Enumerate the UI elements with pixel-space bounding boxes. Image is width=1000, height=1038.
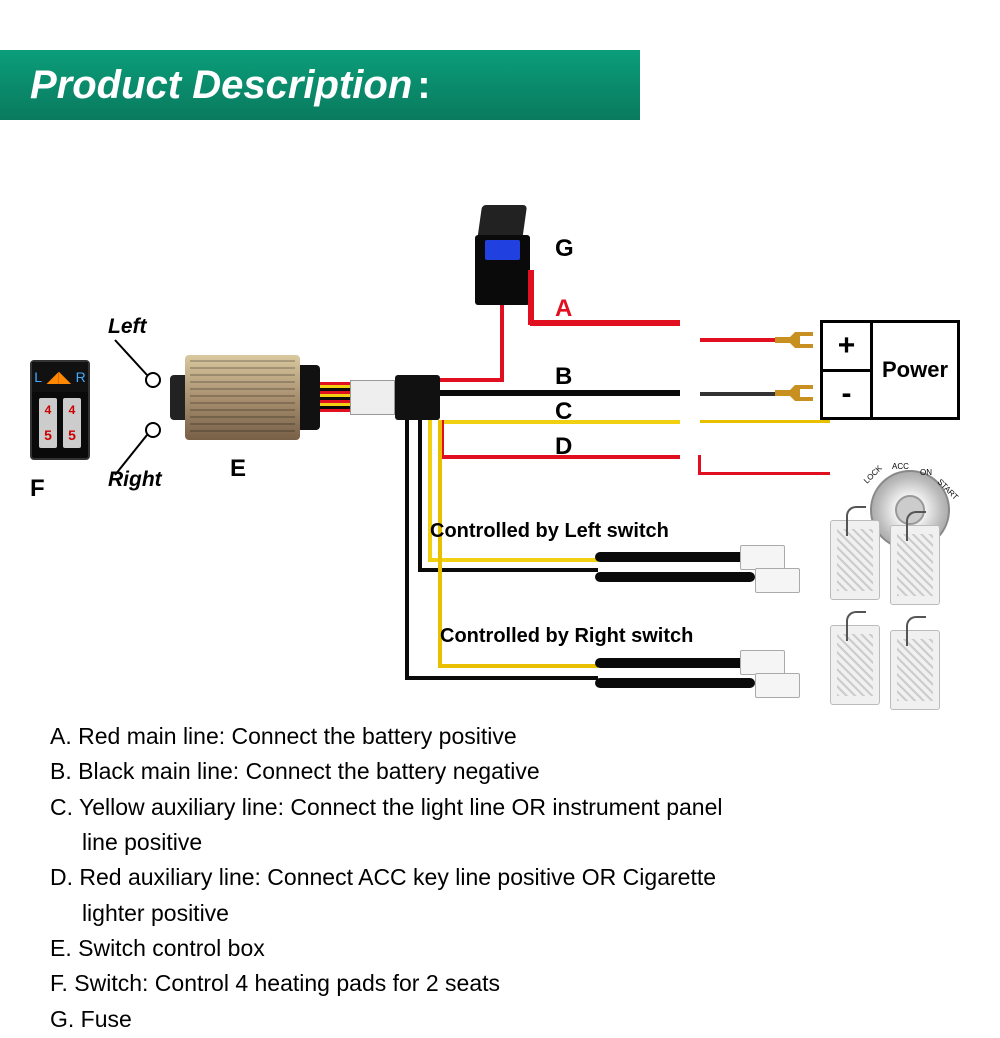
wire-right-yellow-h [438,664,598,668]
legend-B: B. Black main line: Connect the battery … [50,755,950,788]
wire-to-fuse [500,305,504,380]
legend-D: D. Red auxiliary line: Connect ACC key l… [50,861,950,894]
switch-top-row: L ◢◣ R [32,362,88,392]
connector-right-2 [755,673,800,698]
terminal-B [775,383,815,403]
wire-A-v [528,270,534,325]
connector-right-1 [740,650,785,675]
legend-D2: lighter positive [50,897,950,930]
ign-on: ON [920,468,932,477]
power-polarity-col: + - [823,323,873,417]
wire-left-black-v [418,420,422,570]
hub-connector [350,380,395,415]
label-ctrl-right: Controlled by Right switch [440,625,693,648]
switch-digits: 4 5 4 5 [32,392,88,454]
label-ctrl-left: Controlled by Left switch [430,520,669,543]
connector-left-1 [740,545,785,570]
cable-right-1 [595,658,745,668]
legend-C2: line positive [50,826,950,859]
power-minus: - [823,372,873,418]
label-C: C [555,398,572,426]
control-box [185,355,300,440]
wire-B-thin [700,392,780,396]
power-plus: + [823,323,873,372]
legend-E: E. Switch control box [50,932,950,965]
cable-right-2 [595,678,755,688]
label-A: A [555,295,572,323]
label-G: G [555,235,574,263]
fuse-element [485,240,520,260]
wire-left-black-h [418,568,598,572]
header-colon: : [417,63,430,108]
wire-bundle [320,382,350,412]
legend-G: G. Fuse [50,1003,950,1036]
legend-C: C. Yellow auxiliary line: Connect the li… [50,791,950,824]
header-title: Product Description [30,63,412,108]
seat-icon: ◢◣ [47,367,72,387]
ign-acc: ACC [892,462,909,471]
legend-A: A. Red main line: Connect the battery po… [50,720,950,753]
wire-right-black-h [405,676,598,680]
terminal-A [775,330,815,350]
power-label: Power [873,323,957,417]
label-F: F [30,475,45,503]
hub-junction [395,375,440,420]
wire-C-thin [700,420,830,423]
wire-left-yellow-h [428,558,598,562]
label-right: Right [108,468,162,492]
label-B: B [555,363,572,391]
wire-D-step [698,455,701,475]
power-box: + - Power [820,320,960,420]
fuse-holder [475,235,530,305]
wire-right-black-v [405,420,409,678]
label-D: D [555,433,572,461]
header-banner: Product Description : [0,50,640,120]
label-left: Left [108,315,147,339]
digit-col-left: 4 5 [39,398,57,448]
legend-F: F. Switch: Control 4 heating pads for 2 … [50,967,950,1000]
connector-left-2 [755,568,800,593]
heating-pad-1 [830,520,880,600]
heating-pad-4 [890,630,940,710]
label-E: E [230,455,246,483]
digit-col-right: 4 5 [63,398,81,448]
cable-left-1 [595,552,745,562]
wire-hub-fuse-h [440,378,504,382]
wire-D-thin [700,472,830,475]
heating-pad-3 [830,625,880,705]
wiring-diagram: L ◢◣ R 4 5 4 5 Left Right F E G [0,120,1000,720]
legend-text: A. Red main line: Connect the battery po… [50,720,950,1038]
wire-A-thin [700,338,780,342]
cable-left-2 [595,572,755,582]
switch-L-indicator: L [34,369,42,385]
switch-component: L ◢◣ R 4 5 4 5 [30,360,90,460]
wire-A-thick [530,320,680,326]
heating-pad-2 [890,525,940,605]
